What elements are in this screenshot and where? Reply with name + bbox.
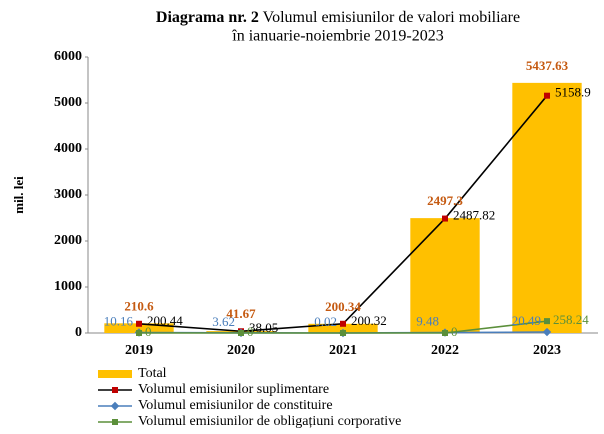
chart-title-line: în ianuarie-noiembrie 2019-2023 bbox=[231, 28, 444, 45]
legend-marker bbox=[110, 401, 120, 411]
marker bbox=[340, 320, 346, 327]
y-tick-label: 4000 bbox=[54, 141, 82, 156]
marker bbox=[340, 330, 346, 336]
marker bbox=[544, 318, 550, 325]
data-label: 0.02 bbox=[314, 314, 337, 329]
marker bbox=[238, 330, 244, 336]
y-tick-label: 1000 bbox=[54, 279, 82, 294]
legend-label: Total bbox=[138, 366, 167, 381]
data-label: 38.05 bbox=[249, 320, 278, 335]
data-label: 41.67 bbox=[226, 306, 256, 321]
bar bbox=[410, 218, 480, 333]
y-tick-label: 2000 bbox=[54, 233, 82, 248]
marker bbox=[544, 92, 550, 99]
marker bbox=[442, 215, 448, 222]
marker bbox=[442, 330, 448, 336]
data-label: 9.48 bbox=[416, 314, 439, 329]
title-label: Diagrama nr. 2 bbox=[156, 9, 259, 26]
data-label: 5437.63 bbox=[526, 58, 569, 73]
data-label: 210.6 bbox=[124, 298, 154, 313]
bar bbox=[104, 323, 174, 333]
bar bbox=[308, 323, 378, 333]
chart-title: Diagrama nr. 2 Volumul emisiunilor de va… bbox=[156, 9, 520, 26]
data-label: 0 bbox=[451, 324, 458, 339]
data-label: 200.32 bbox=[351, 313, 387, 328]
marker bbox=[136, 330, 142, 336]
data-label: 20.49 bbox=[512, 313, 541, 328]
data-label: 10.16 bbox=[104, 314, 134, 329]
data-label: 0 bbox=[247, 324, 254, 339]
legend-label: Volumul emisiunilor de obligațiuni corpo… bbox=[138, 414, 401, 429]
x-tick-label: 2022 bbox=[431, 343, 459, 358]
data-label: 3.62 bbox=[212, 314, 235, 329]
legend-marker bbox=[112, 419, 118, 425]
y-axis-label: mil. lei bbox=[11, 176, 26, 214]
bar bbox=[512, 82, 582, 333]
data-label: 2487.82 bbox=[453, 208, 495, 223]
legend-label: Volumul emisiunilor de constituire bbox=[138, 398, 333, 413]
data-label: 200.44 bbox=[147, 313, 183, 328]
data-label: 5158.9 bbox=[555, 85, 591, 100]
x-tick-label: 2019 bbox=[125, 343, 153, 358]
data-label: 258.24 bbox=[553, 312, 589, 327]
legend-swatch bbox=[98, 370, 132, 378]
data-label: 0 bbox=[145, 324, 152, 339]
y-tick-label: 3000 bbox=[54, 187, 82, 202]
y-tick-label: 6000 bbox=[54, 49, 82, 64]
data-label: 200.34 bbox=[325, 299, 361, 314]
x-tick-label: 2023 bbox=[533, 343, 561, 358]
x-tick-label: 2021 bbox=[329, 343, 357, 358]
title-line: Volumul emisiunilor de valori mobiliare bbox=[263, 9, 520, 26]
y-tick-label: 0 bbox=[75, 325, 82, 340]
legend-label: Volumul emisiunilor suplimentare bbox=[138, 382, 329, 397]
legend-marker bbox=[112, 387, 118, 393]
y-tick-label: 5000 bbox=[54, 95, 82, 110]
marker bbox=[136, 320, 142, 327]
x-tick-label: 2020 bbox=[227, 343, 255, 358]
data-label: 2497.3 bbox=[427, 193, 463, 208]
marker bbox=[542, 327, 552, 337]
